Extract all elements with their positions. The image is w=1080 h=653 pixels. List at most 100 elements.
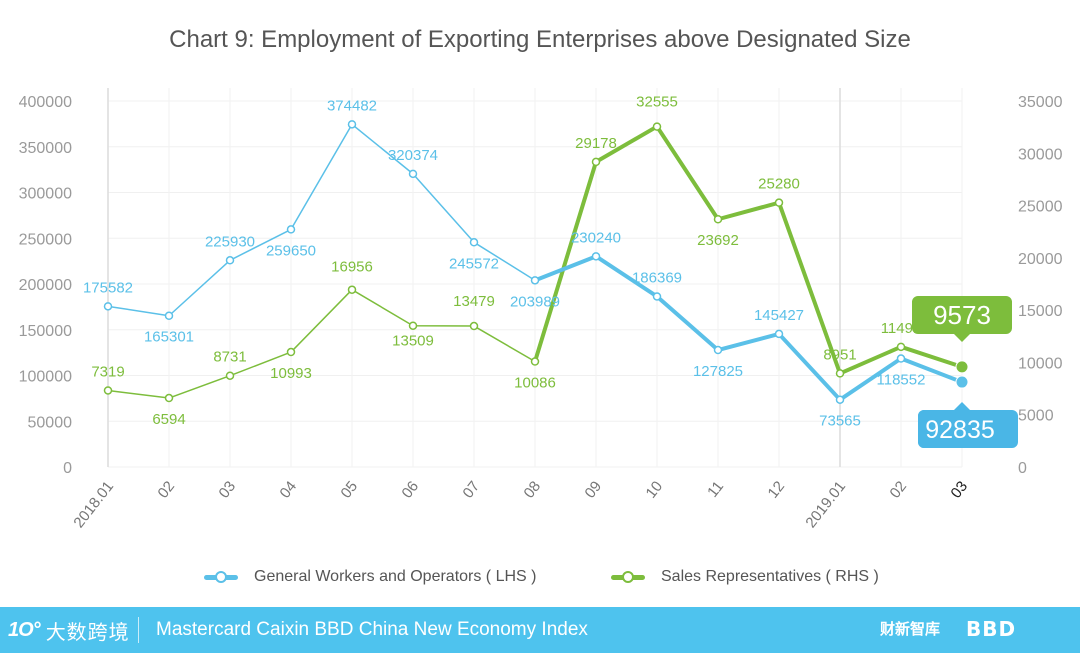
blue-data-label: 225930 xyxy=(205,233,255,250)
footer-divider xyxy=(138,617,139,643)
data-point xyxy=(225,256,235,265)
left-axis-tick: 300000 xyxy=(19,186,72,203)
data-point xyxy=(835,369,845,378)
legend-swatch-blue xyxy=(204,571,238,583)
callout-bubble-green xyxy=(912,296,1012,342)
green-data-label: 6594 xyxy=(152,411,185,428)
blue-data-label: 230240 xyxy=(571,229,621,246)
data-point xyxy=(591,157,601,167)
right-axis-tick: 0 xyxy=(1018,460,1027,477)
callout-value-blue: 92835 xyxy=(925,416,995,444)
callout-bubble-blue-body xyxy=(918,410,1018,448)
data-point xyxy=(530,276,540,285)
x-axis-tick: 04 xyxy=(276,478,300,502)
data-point xyxy=(835,395,845,404)
callout-value-green: 9573 xyxy=(933,300,991,330)
series-line-segment xyxy=(533,124,964,376)
legend-item-general-workers[interactable]: General Workers and Operators ( LHS ) xyxy=(204,562,536,592)
brand-name: 大数跨境 xyxy=(45,622,130,644)
line-chart: 0500001000001500002000002500003000003500… xyxy=(19,88,1063,531)
blue-data-label: 73565 xyxy=(819,413,861,430)
data-point xyxy=(774,198,784,207)
green-data-label: 16956 xyxy=(331,259,373,276)
data-point xyxy=(347,285,357,294)
data-point xyxy=(774,329,784,339)
x-axis-tick: 06 xyxy=(398,478,422,502)
green-data-label: 10086 xyxy=(514,375,556,392)
data-point xyxy=(896,342,906,352)
green-data-label: 8951 xyxy=(823,346,856,363)
legend-swatch-green xyxy=(611,571,645,583)
x-axis-tick: 03 xyxy=(215,478,239,502)
data-point xyxy=(713,214,723,224)
data-point xyxy=(408,169,418,179)
blue-data-label: 374482 xyxy=(327,97,377,114)
right-axis-tick: 5000 xyxy=(1018,408,1054,425)
data-point-last xyxy=(955,360,969,374)
data-point xyxy=(286,347,296,357)
legend-label: General Workers and Operators ( LHS ) xyxy=(254,568,537,585)
x-axis-tick: 10 xyxy=(642,478,666,502)
x-axis-tick: 02 xyxy=(154,478,178,502)
left-axis-tick: 100000 xyxy=(19,369,72,386)
x-axis-tick: 08 xyxy=(520,478,544,502)
brand-mark: 1O° xyxy=(8,619,41,641)
blue-data-label: 165301 xyxy=(144,329,194,346)
x-axis-tick: 07 xyxy=(459,478,483,502)
legend-label: Sales Representatives ( RHS ) xyxy=(661,568,879,585)
right-axis-tick: 35000 xyxy=(1018,94,1063,111)
legend: General Workers and Operators ( LHS ) Sa… xyxy=(0,562,1080,592)
data-point xyxy=(713,345,723,355)
x-axis-tick: 05 xyxy=(337,478,361,502)
data-point xyxy=(652,292,662,301)
blue-data-label: 127825 xyxy=(693,363,743,380)
left-axis-tick: 150000 xyxy=(19,323,72,340)
footer-bar: 1O° 大数跨境 Mastercard Caixin BBD China New… xyxy=(0,607,1080,653)
blue-data-label: 186369 xyxy=(632,269,682,286)
right-axis-tick: 20000 xyxy=(1018,251,1063,268)
x-axis-tick: 2018.01 xyxy=(70,478,117,531)
left-axis-tick: 200000 xyxy=(19,277,72,294)
blue-data-label: 118552 xyxy=(877,372,926,389)
left-axis-tick: 0 xyxy=(63,460,72,477)
data-point xyxy=(347,120,357,129)
green-data-label: 13479 xyxy=(453,293,495,310)
left-axis-tick: 350000 xyxy=(19,140,72,157)
data-point xyxy=(591,252,601,261)
data-point xyxy=(103,386,113,395)
right-axis-tick: 15000 xyxy=(1018,303,1063,320)
green-data-label: 7319 xyxy=(91,363,124,380)
data-point xyxy=(652,122,662,131)
blue-data-label: 259650 xyxy=(266,242,316,259)
green-data-label: 23692 xyxy=(697,232,739,249)
right-axis-tick: 25000 xyxy=(1018,199,1063,216)
green-data-label: 32555 xyxy=(636,94,678,111)
x-axis-tick: 09 xyxy=(581,478,605,502)
blue-data-label: 203989 xyxy=(510,293,560,310)
green-data-label: 13509 xyxy=(392,333,434,350)
green-data-label: 25280 xyxy=(758,176,800,193)
bbd-logo: BBD xyxy=(966,617,1017,641)
green-data-label: 8731 xyxy=(213,349,246,366)
chart-title: Chart 9: Employment of Exporting Enterpr… xyxy=(169,26,911,53)
left-axis-tick: 50000 xyxy=(28,414,73,431)
data-point xyxy=(286,225,296,234)
data-point xyxy=(103,302,113,311)
data-point xyxy=(530,357,540,366)
data-point xyxy=(408,321,418,330)
data-point xyxy=(164,311,174,320)
data-point xyxy=(225,371,235,380)
x-axis-tick: 12 xyxy=(764,478,788,502)
data-point xyxy=(164,393,174,403)
blue-data-label: 320374 xyxy=(388,147,438,164)
data-point xyxy=(896,354,906,363)
blue-data-label: 145427 xyxy=(754,307,804,324)
data-point xyxy=(469,321,479,331)
x-axis-tick: 03 xyxy=(947,478,971,502)
data-point xyxy=(469,238,479,247)
brand-logo: 1O° 大数跨境 xyxy=(8,616,130,645)
source-text: Mastercard Caixin BBD China New Economy … xyxy=(156,619,588,640)
x-axis-tick: 02 xyxy=(886,478,910,502)
green-data-label: 11491 xyxy=(881,320,922,337)
legend-item-sales-reps[interactable]: Sales Representatives ( RHS ) xyxy=(611,562,879,592)
